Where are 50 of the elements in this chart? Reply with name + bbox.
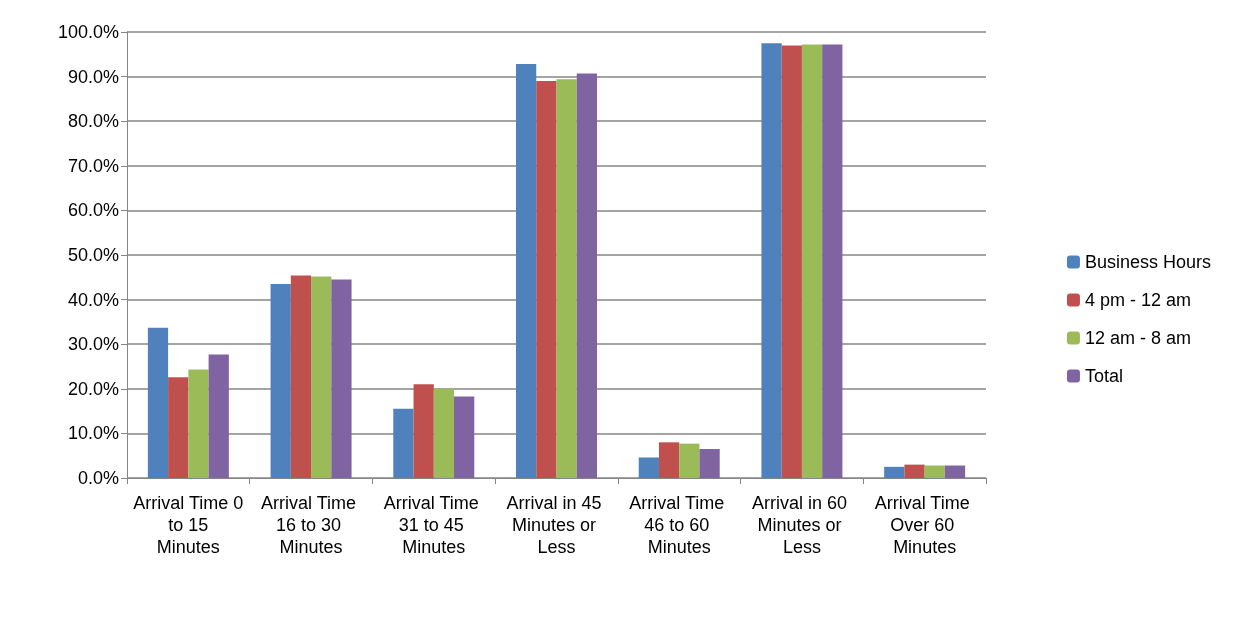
bar [638,457,659,478]
x-tick-label: Arrival Time 16 to 30 Minutes [261,493,362,557]
y-tick-label: 90.0% [67,66,119,87]
bar [433,388,455,478]
y-tick-label: 100.0% [57,22,119,42]
x-tick-label: Arrival Time 46 to 60 Minutes [629,493,730,557]
legend-label: 12 am - 8 am [1084,328,1191,348]
y-tick-label: 60.0% [67,200,119,221]
y-tick-label: 40.0% [67,289,119,310]
y-tick-label: 80.0% [67,111,119,132]
legend-label: Total [1084,366,1123,386]
x-tick-label: Arrival Time Over 60 Minutes [874,493,975,557]
y-tick-label: 70.0% [67,155,119,176]
bar [658,442,680,478]
bar [904,464,925,478]
bar [208,354,229,478]
legend-label: Business Hours [1084,252,1212,272]
bar [781,45,802,478]
bar [699,449,720,478]
bar [311,276,332,478]
bar [290,275,312,478]
bar [944,465,966,478]
bar [270,283,291,478]
legend-label: 4 pm - 12 am [1084,290,1191,310]
y-tick-label: 20.0% [67,378,119,399]
bar [884,466,905,478]
bar [679,443,700,478]
bar [801,44,823,478]
bar [516,64,537,478]
y-tick-label: 0.0% [77,468,119,488]
bar [147,327,169,478]
bar [168,377,189,478]
y-tick-label: 50.0% [67,245,119,265]
bar [413,384,434,478]
bar [556,79,577,478]
bar [188,369,209,478]
bar [393,408,414,478]
x-tick-label: Arrival Time 0 to 15 Minutes [133,493,244,557]
x-tick-label: Arrival in 45 Minutes or Less [506,493,607,557]
y-tick-label: 30.0% [67,334,119,355]
bar [761,43,782,478]
bar [454,396,475,478]
bar [822,44,843,478]
bar [536,81,557,478]
bar [576,73,597,478]
x-tick-label: Arrival Time 31 to 45 Minutes [383,493,484,557]
bar [331,279,352,478]
x-tick-label: Arrival in 60 Minutes or Less [751,493,852,557]
bar [924,465,945,478]
y-tick-label: 10.0% [67,423,119,444]
